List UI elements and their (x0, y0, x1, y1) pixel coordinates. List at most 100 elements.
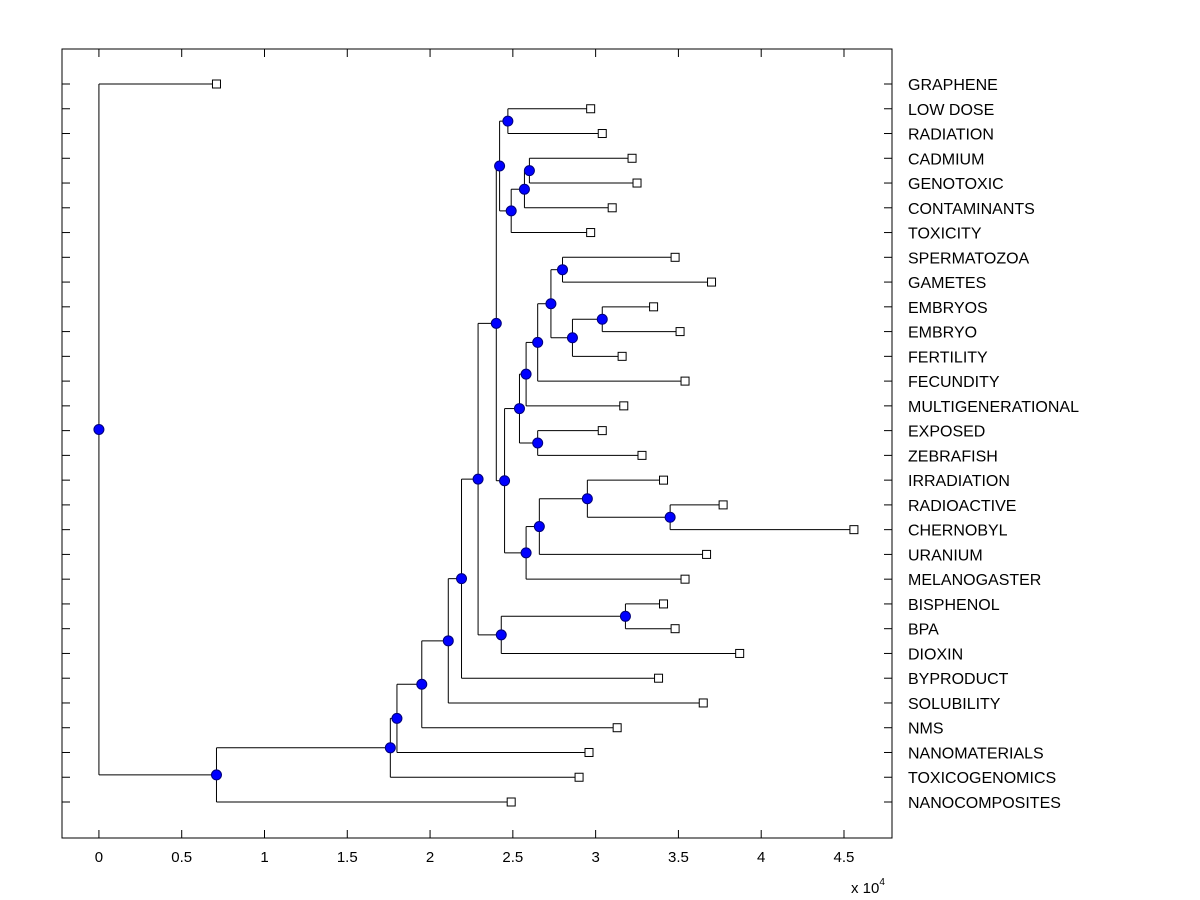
leaf-label: FERTILITY (908, 349, 988, 366)
node-marker (520, 368, 532, 380)
x-axis-scale-base: x 10 (851, 880, 879, 897)
leaf-label: CADMIUM (908, 151, 984, 168)
leaf-label: RADIOACTIVE (908, 498, 1016, 515)
leaf-marker (211, 79, 221, 89)
x-tick-label: 3 (591, 849, 599, 866)
x-axis-scale-label: x 104 (851, 877, 885, 897)
node-marker (391, 712, 403, 724)
node-marker (499, 475, 511, 487)
leaf-marker (659, 599, 669, 609)
axes: 0 0.5 1 1.5 2 2.5 3 3.5 4 4.5 (61, 48, 893, 866)
leaf-label: BPA (908, 622, 939, 639)
x-tick-label: 4 (757, 849, 765, 866)
leaf-marker (586, 104, 596, 114)
node-marker (210, 769, 222, 781)
x-axis-scale-exponent: 4 (879, 877, 885, 888)
node-marker (566, 332, 578, 344)
leaf-marker (617, 351, 627, 361)
node-marker (581, 493, 593, 505)
leaf-marker (659, 475, 669, 485)
x-tick-label: 0.5 (171, 849, 192, 866)
x-tick-label: 1 (260, 849, 268, 866)
leaf-label: GENOTOXIC (908, 176, 1004, 193)
leaf-marker (574, 772, 584, 782)
node-marker (545, 298, 557, 310)
leaf-marker (654, 673, 664, 683)
node-marker (495, 629, 507, 641)
leaf-label: SPERMATOZOA (908, 250, 1030, 267)
leaf-marker (849, 525, 859, 535)
leaf-marker (612, 723, 622, 733)
node-marker (532, 437, 544, 449)
leaf-marker (680, 376, 690, 386)
x-tick-label: 2 (426, 849, 434, 866)
leaf-label: CONTAMINANTS (908, 201, 1035, 218)
x-tick-label: 1.5 (337, 849, 358, 866)
leaf-marker (586, 228, 596, 238)
leaf-marker (597, 426, 607, 436)
node-marker (596, 313, 608, 325)
leaf-label: EMBRYO (908, 325, 977, 342)
leaf-label: EMBRYOS (908, 300, 988, 317)
leaf-marker (637, 450, 647, 460)
leaf-label: URANIUM (908, 547, 983, 564)
node-marker (93, 423, 105, 435)
node-marker (505, 205, 517, 217)
leaf-marker (675, 327, 685, 337)
node-marker (523, 165, 535, 177)
node-marker (502, 115, 514, 127)
leaf-marker (707, 277, 717, 287)
leaf-marker (702, 549, 712, 559)
node-marker (513, 403, 525, 415)
leaf-marker (680, 574, 690, 584)
node-marker (442, 635, 454, 647)
leaf-label: NMS (908, 721, 944, 738)
node-marker (520, 547, 532, 559)
node-marker (494, 160, 506, 172)
node-marker (490, 317, 502, 329)
plot-area-frame (61, 48, 893, 839)
leaf-label: EXPOSED (908, 424, 985, 441)
node-marker (532, 336, 544, 348)
leaf-marker (627, 153, 637, 163)
leaf-label: TOXICOGENOMICS (908, 770, 1056, 787)
leaf-label: IRRADIATION (908, 473, 1010, 490)
leaf-label: NANOCOMPOSITES (908, 795, 1061, 812)
leaf-marker (597, 129, 607, 139)
leaf-label: FECUNDITY (908, 374, 1000, 391)
leaf-marker (698, 698, 708, 708)
node-marker (456, 573, 468, 585)
leaf-label: GRAPHENE (908, 77, 998, 94)
leaf-label: SOLUBILITY (908, 696, 1001, 713)
leaf-marker (619, 401, 629, 411)
leaf-marker (735, 648, 745, 658)
leaf-label: CHERNOBYL (908, 523, 1008, 540)
node-marker (472, 473, 484, 485)
leaf-marker (649, 302, 659, 312)
node-marker (416, 678, 428, 690)
dendrogram-markers (93, 79, 859, 807)
x-tick-label: 0 (95, 849, 103, 866)
leaf-label: ZEBRAFISH (908, 448, 998, 465)
leaf-labels: GRAPHENE LOW DOSE RADIATION CADMIUM GENOTOXI… (908, 77, 1079, 812)
leaf-label: BISPHENOL (908, 597, 1000, 614)
node-marker (664, 511, 676, 523)
leaf-label: MULTIGENERATIONAL (908, 399, 1079, 416)
x-tick-label: 4.5 (834, 849, 855, 866)
leaf-marker (670, 624, 680, 634)
leaf-label: DIOXIN (908, 646, 963, 663)
leaf-label: BYPRODUCT (908, 671, 1009, 688)
leaf-marker (506, 797, 516, 807)
leaf-marker (607, 203, 617, 213)
node-marker (518, 183, 530, 195)
x-tick-label: 2.5 (502, 849, 523, 866)
leaf-marker (670, 252, 680, 262)
leaf-label: MELANOGASTER (908, 572, 1041, 589)
node-marker (384, 742, 396, 754)
leaf-marker (632, 178, 642, 188)
node-marker (557, 264, 569, 276)
leaf-label: RADIATION (908, 127, 994, 144)
leaf-label: GAMETES (908, 275, 986, 292)
